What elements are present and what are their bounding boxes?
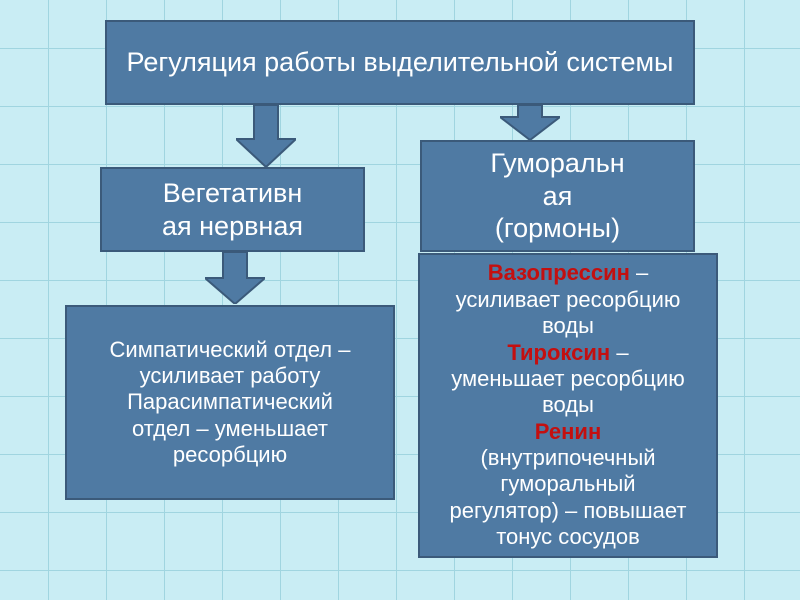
title-box: Регуляция работы выделительной системы: [105, 20, 695, 105]
right-branch-l1: Гуморальн: [490, 147, 624, 179]
renin-label: Ренин: [535, 419, 601, 445]
renin-desc1: (внутрипочечный: [480, 445, 655, 471]
vasopressin-label: Вазопрессин: [488, 260, 630, 285]
left-branch-box: Вегетативн ая нервная: [100, 167, 365, 252]
left-detail-l5: ресорбцию: [173, 442, 287, 468]
dash2: –: [610, 340, 628, 365]
left-detail-l4: отдел – уменьшает: [132, 416, 328, 442]
right-detail-row1: Вазопрессин –: [488, 260, 649, 286]
title-text: Регуляция работы выделительной системы: [127, 46, 674, 78]
dash1: –: [630, 260, 648, 285]
right-branch-l2: ая: [543, 180, 573, 212]
right-detail-box: Вазопрессин – усиливает ресорбцию воды Т…: [418, 253, 718, 558]
right-branch-box: Гуморальн ая (гормоны): [420, 140, 695, 252]
renin-desc4: тонус сосудов: [496, 524, 640, 550]
arrow-to-left: [236, 105, 296, 167]
right-detail-row2: Тироксин –: [507, 340, 628, 366]
thyroxin-desc: уменьшает ресорбцию воды: [438, 366, 698, 419]
left-detail-l1: Симпатический отдел –: [110, 337, 351, 363]
left-branch-text: Вегетативн ая нервная: [162, 177, 303, 242]
left-detail-l3: Парасимпатический: [127, 389, 333, 415]
diagram-stage: Регуляция работы выделительной системы В…: [0, 0, 800, 600]
arrow-to-right: [500, 105, 560, 140]
arrow-left-down: [205, 252, 265, 304]
left-detail-l2: усиливает работу: [140, 363, 321, 389]
right-branch-l3: (гормоны): [495, 212, 620, 244]
vasopressin-desc: усиливает ресорбцию воды: [438, 287, 698, 340]
renin-desc2: гуморальный: [500, 471, 635, 497]
renin-desc3: регулятор) – повышает: [450, 498, 687, 524]
thyroxin-label: Тироксин: [507, 340, 610, 365]
left-detail-box: Симпатический отдел – усиливает работу П…: [65, 305, 395, 500]
